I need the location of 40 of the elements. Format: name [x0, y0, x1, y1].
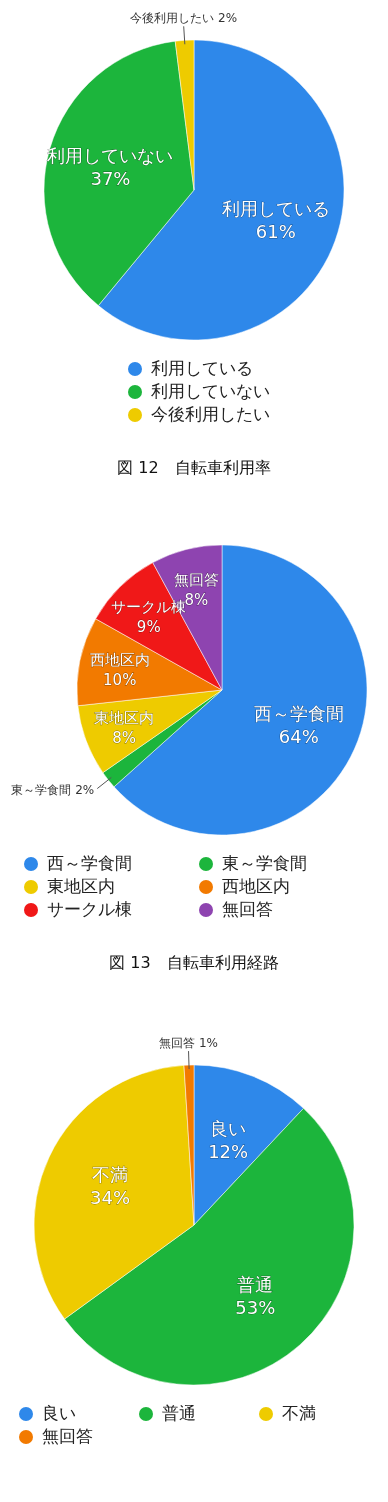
slice-label: 東地区内: [94, 708, 155, 727]
data-label: 34%: [90, 1187, 131, 1209]
text: 図 13 自転車利用経路: [109, 953, 279, 972]
slice-label: 不満: [92, 1164, 129, 1186]
slice-label: 利用していない: [47, 144, 174, 166]
slice-label: 今後利用したい: [130, 11, 215, 26]
legend-label: 良い: [42, 1403, 76, 1423]
data-label: 10%: [103, 671, 137, 690]
legend-label: 不満: [282, 1403, 316, 1423]
legend-label: 東～学食間: [222, 853, 307, 873]
data-label: 12%: [208, 1140, 249, 1162]
legend-label: 西～学食間: [47, 853, 132, 873]
slice-label: 東～学食間: [11, 782, 72, 797]
slice-label: 普通: [237, 1273, 274, 1295]
slice-label: 無回答: [173, 570, 219, 589]
data-label: 2%: [214, 11, 238, 26]
data-label: 53%: [235, 1296, 276, 1318]
slice-label: 西地区内: [89, 651, 150, 670]
slice-label: 利用している: [221, 198, 330, 220]
data-label: 8%: [112, 728, 137, 747]
data-label: 61%: [255, 221, 296, 243]
slice-label: 無回答: [159, 1036, 196, 1051]
legend-label: 西地区内: [222, 876, 290, 896]
legend-label: 無回答: [222, 899, 273, 919]
data-label: 1%: [195, 1036, 218, 1051]
data-label: 9%: [136, 617, 161, 636]
data-label: 37%: [90, 167, 131, 189]
data-label: 64%: [278, 726, 319, 748]
legend-label: サークル棟: [47, 899, 132, 919]
legend-label: 無回答: [42, 1426, 93, 1446]
legend-label: 普通: [162, 1403, 196, 1423]
slice-label: 西～学食間: [253, 703, 344, 725]
legend-label: 今後利用したい: [151, 404, 270, 424]
data-label: 8%: [184, 590, 209, 609]
text: 図 12 自転車利用率: [117, 458, 271, 477]
data-label: 2%: [71, 782, 95, 797]
legend-label: 東地区内: [47, 876, 115, 896]
slice-label: 良い: [210, 1117, 247, 1139]
legend-label: 利用していない: [151, 381, 270, 401]
legend-label: 利用している: [151, 358, 253, 378]
